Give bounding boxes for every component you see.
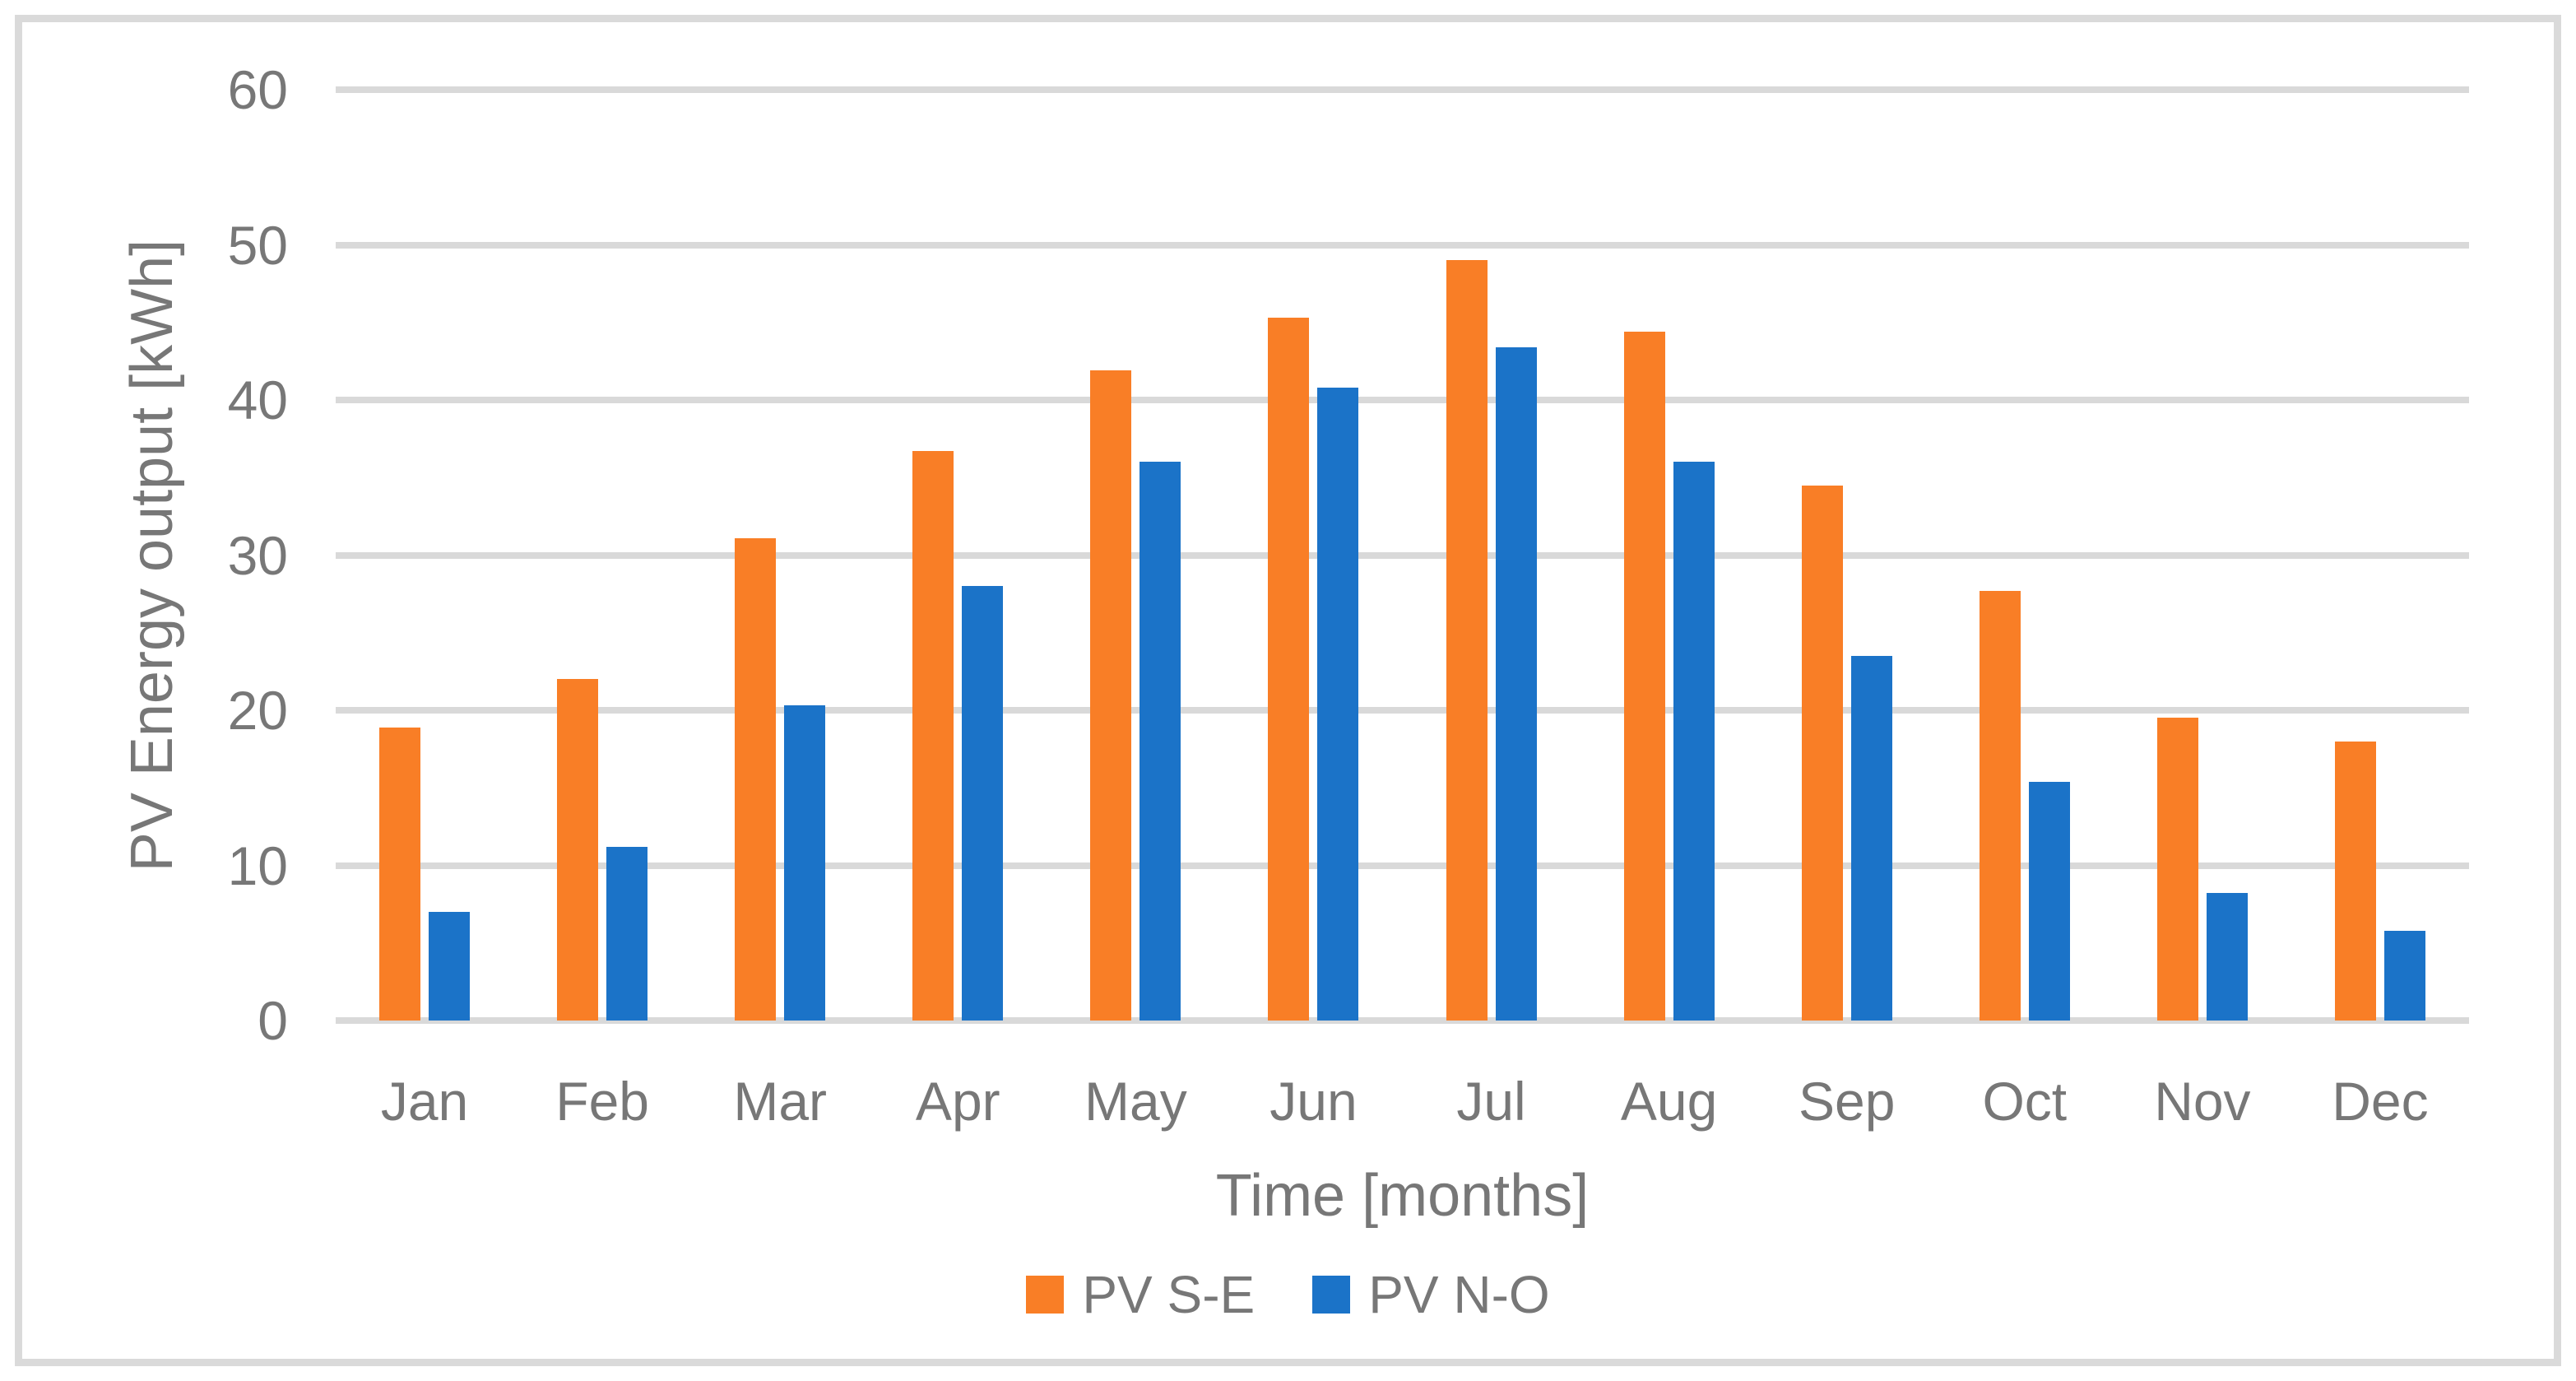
bar-pv-s-e-aug: [1623, 332, 1665, 1021]
bar-pv-s-e-dec: [2334, 741, 2376, 1021]
gridline-40: [336, 397, 2469, 403]
bar-pv-n-o-apr: [962, 586, 1004, 1021]
bar-pv-n-o-jan: [429, 912, 471, 1021]
gridline-50: [336, 241, 2469, 249]
bar-pv-n-o-jun: [1317, 387, 1359, 1021]
bar-pv-n-o-jul: [1495, 346, 1537, 1021]
x-tick-label-aug: Aug: [1620, 1071, 1718, 1132]
x-tick-label-oct: Oct: [1982, 1071, 2068, 1132]
gridline-30: [336, 551, 2469, 559]
bar-pv-s-e-oct: [1979, 590, 2021, 1021]
legend-entry-pv-s-e: PV S-E: [1026, 1265, 1256, 1324]
x-axis-title: Time [months]: [1215, 1163, 1590, 1229]
bar-pv-n-o-feb: [606, 846, 648, 1021]
legend-label-pv-n-o: PV N-O: [1368, 1265, 1550, 1324]
bar-pv-s-e-nov: [2156, 718, 2198, 1021]
y-tick-label-50: 50: [227, 214, 288, 276]
gridline-10: [336, 862, 2469, 869]
x-tick-label-dec: Dec: [2332, 1071, 2429, 1132]
gridline-60: [336, 86, 2469, 93]
x-tick-label-may: May: [1084, 1071, 1187, 1132]
x-tick-label-sep: Sep: [1798, 1071, 1896, 1132]
legend: PV S-E PV N-O: [0, 1258, 2576, 1332]
y-tick-label-40: 40: [227, 370, 288, 430]
bar-pv-s-e-jan: [379, 727, 421, 1021]
legend-swatch-pv-n-o: [1312, 1276, 1351, 1314]
y-tick-label-20: 20: [227, 680, 288, 741]
y-tick-label-30: 30: [227, 524, 288, 586]
bar-pv-n-o-mar: [784, 705, 826, 1021]
y-tick-label-10: 10: [227, 835, 288, 896]
bar-pv-n-o-nov: [2206, 893, 2248, 1021]
gridline-0: [336, 1017, 2469, 1024]
plot-area: [336, 86, 2469, 1024]
bar-pv-n-o-dec: [2383, 930, 2425, 1021]
bar-pv-n-o-sep: [1850, 656, 1892, 1021]
x-tick-label-jun: Jun: [1269, 1071, 1358, 1132]
y-tick-label-0: 0: [258, 990, 288, 1051]
bar-pv-s-e-jun: [1268, 318, 1310, 1021]
bar-pv-n-o-may: [1139, 462, 1181, 1021]
y-tick-label-60: 60: [227, 59, 288, 120]
bar-pv-s-e-sep: [1801, 485, 1843, 1021]
x-tick-label-nov: Nov: [2154, 1071, 2251, 1132]
bar-pv-s-e-jul: [1446, 260, 1488, 1021]
legend-swatch-pv-s-e: [1026, 1276, 1065, 1314]
bar-pv-s-e-feb: [557, 679, 599, 1021]
bar-pv-n-o-oct: [2028, 781, 2070, 1021]
gridline-20: [336, 707, 2469, 714]
legend-label-pv-s-e: PV S-E: [1082, 1265, 1256, 1324]
x-tick-label-mar: Mar: [733, 1071, 828, 1132]
bar-pv-s-e-mar: [735, 537, 777, 1021]
legend-entry-pv-n-o: PV N-O: [1312, 1265, 1550, 1324]
bar-pv-s-e-apr: [912, 451, 954, 1021]
x-tick-label-feb: Feb: [555, 1071, 649, 1132]
x-tick-label-jan: Jan: [380, 1071, 469, 1132]
bar-pv-s-e-may: [1090, 370, 1132, 1021]
x-tick-label-jul: Jul: [1456, 1071, 1526, 1132]
x-tick-label-apr: Apr: [915, 1071, 1000, 1132]
bar-pv-n-o-aug: [1673, 462, 1715, 1021]
